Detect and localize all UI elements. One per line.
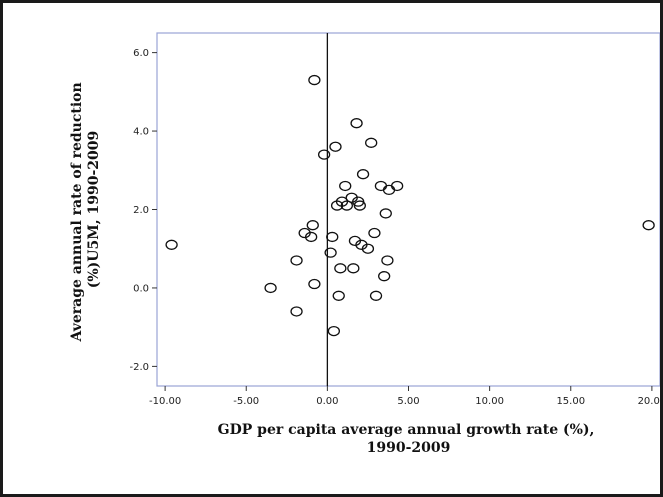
y-tick-label: 4.0 [133,127,149,138]
scatter-chart: -10.00 -5.00 0.00 5.00 10.00 15.00 20.00 -2.0 0… [69,32,660,456]
x-axis: -10.00 -5.00 0.00 5.00 10.00 15.00 20.00 [149,386,660,407]
data-point [340,200,353,211]
data-point [308,74,321,86]
data-point [290,255,303,266]
x-axis-title-line-1: GDP per capita average annual growth rat… [218,422,595,438]
data-point [326,231,339,243]
data-point [390,180,404,192]
data-point [642,220,655,231]
x-tick-label: -10.00 [149,396,181,407]
data-point [329,141,342,152]
data-point [379,208,392,219]
data-point [361,243,375,254]
data-point [304,231,318,243]
data-point [369,290,383,301]
y-axis-title-line-1: Average annual rate of reduction [69,82,85,342]
data-point [264,282,277,294]
x-tick-label: 0.00 [316,396,338,407]
y-axis-title: Average annual rate of reduction (%)U5M,… [69,77,102,342]
data-point [327,325,341,337]
data-point [350,118,363,129]
data-point [356,169,370,180]
y-tick-label: 6.0 [133,48,149,59]
data-point [306,220,319,231]
y-tick-label: -2.0 [129,362,149,373]
data-point [290,306,303,317]
data-point [324,247,337,258]
x-tick-label: 10.00 [475,396,504,407]
data-point [353,200,366,211]
data-point [378,271,391,282]
data-point [308,278,321,290]
data-point [368,227,381,239]
data-point [334,263,347,274]
x-axis-title: GDP per capita average annual growth rat… [218,422,600,456]
data-point [347,263,360,274]
data-point [381,255,394,266]
data-point [339,180,352,192]
data-point [165,239,178,250]
y-tick-label: 2.0 [133,205,149,216]
x-tick-label: 15.00 [556,396,585,407]
y-axis: -2.0 0.0 2.0 4.0 6.0 [129,48,157,373]
data-points [165,74,655,337]
y-axis-title-line-2: (%)U5M, 1990-2009 [86,131,102,289]
data-point [332,290,345,301]
x-tick-label: -5.00 [233,396,259,407]
plot-area [156,32,660,387]
x-tick-label: 20.00 [638,396,660,407]
x-tick-label: 5.00 [397,396,419,407]
data-point [365,137,378,148]
y-tick-label: 0.0 [133,283,149,294]
x-axis-title-line-2: 1990-2009 [367,440,451,456]
data-point [317,149,331,160]
